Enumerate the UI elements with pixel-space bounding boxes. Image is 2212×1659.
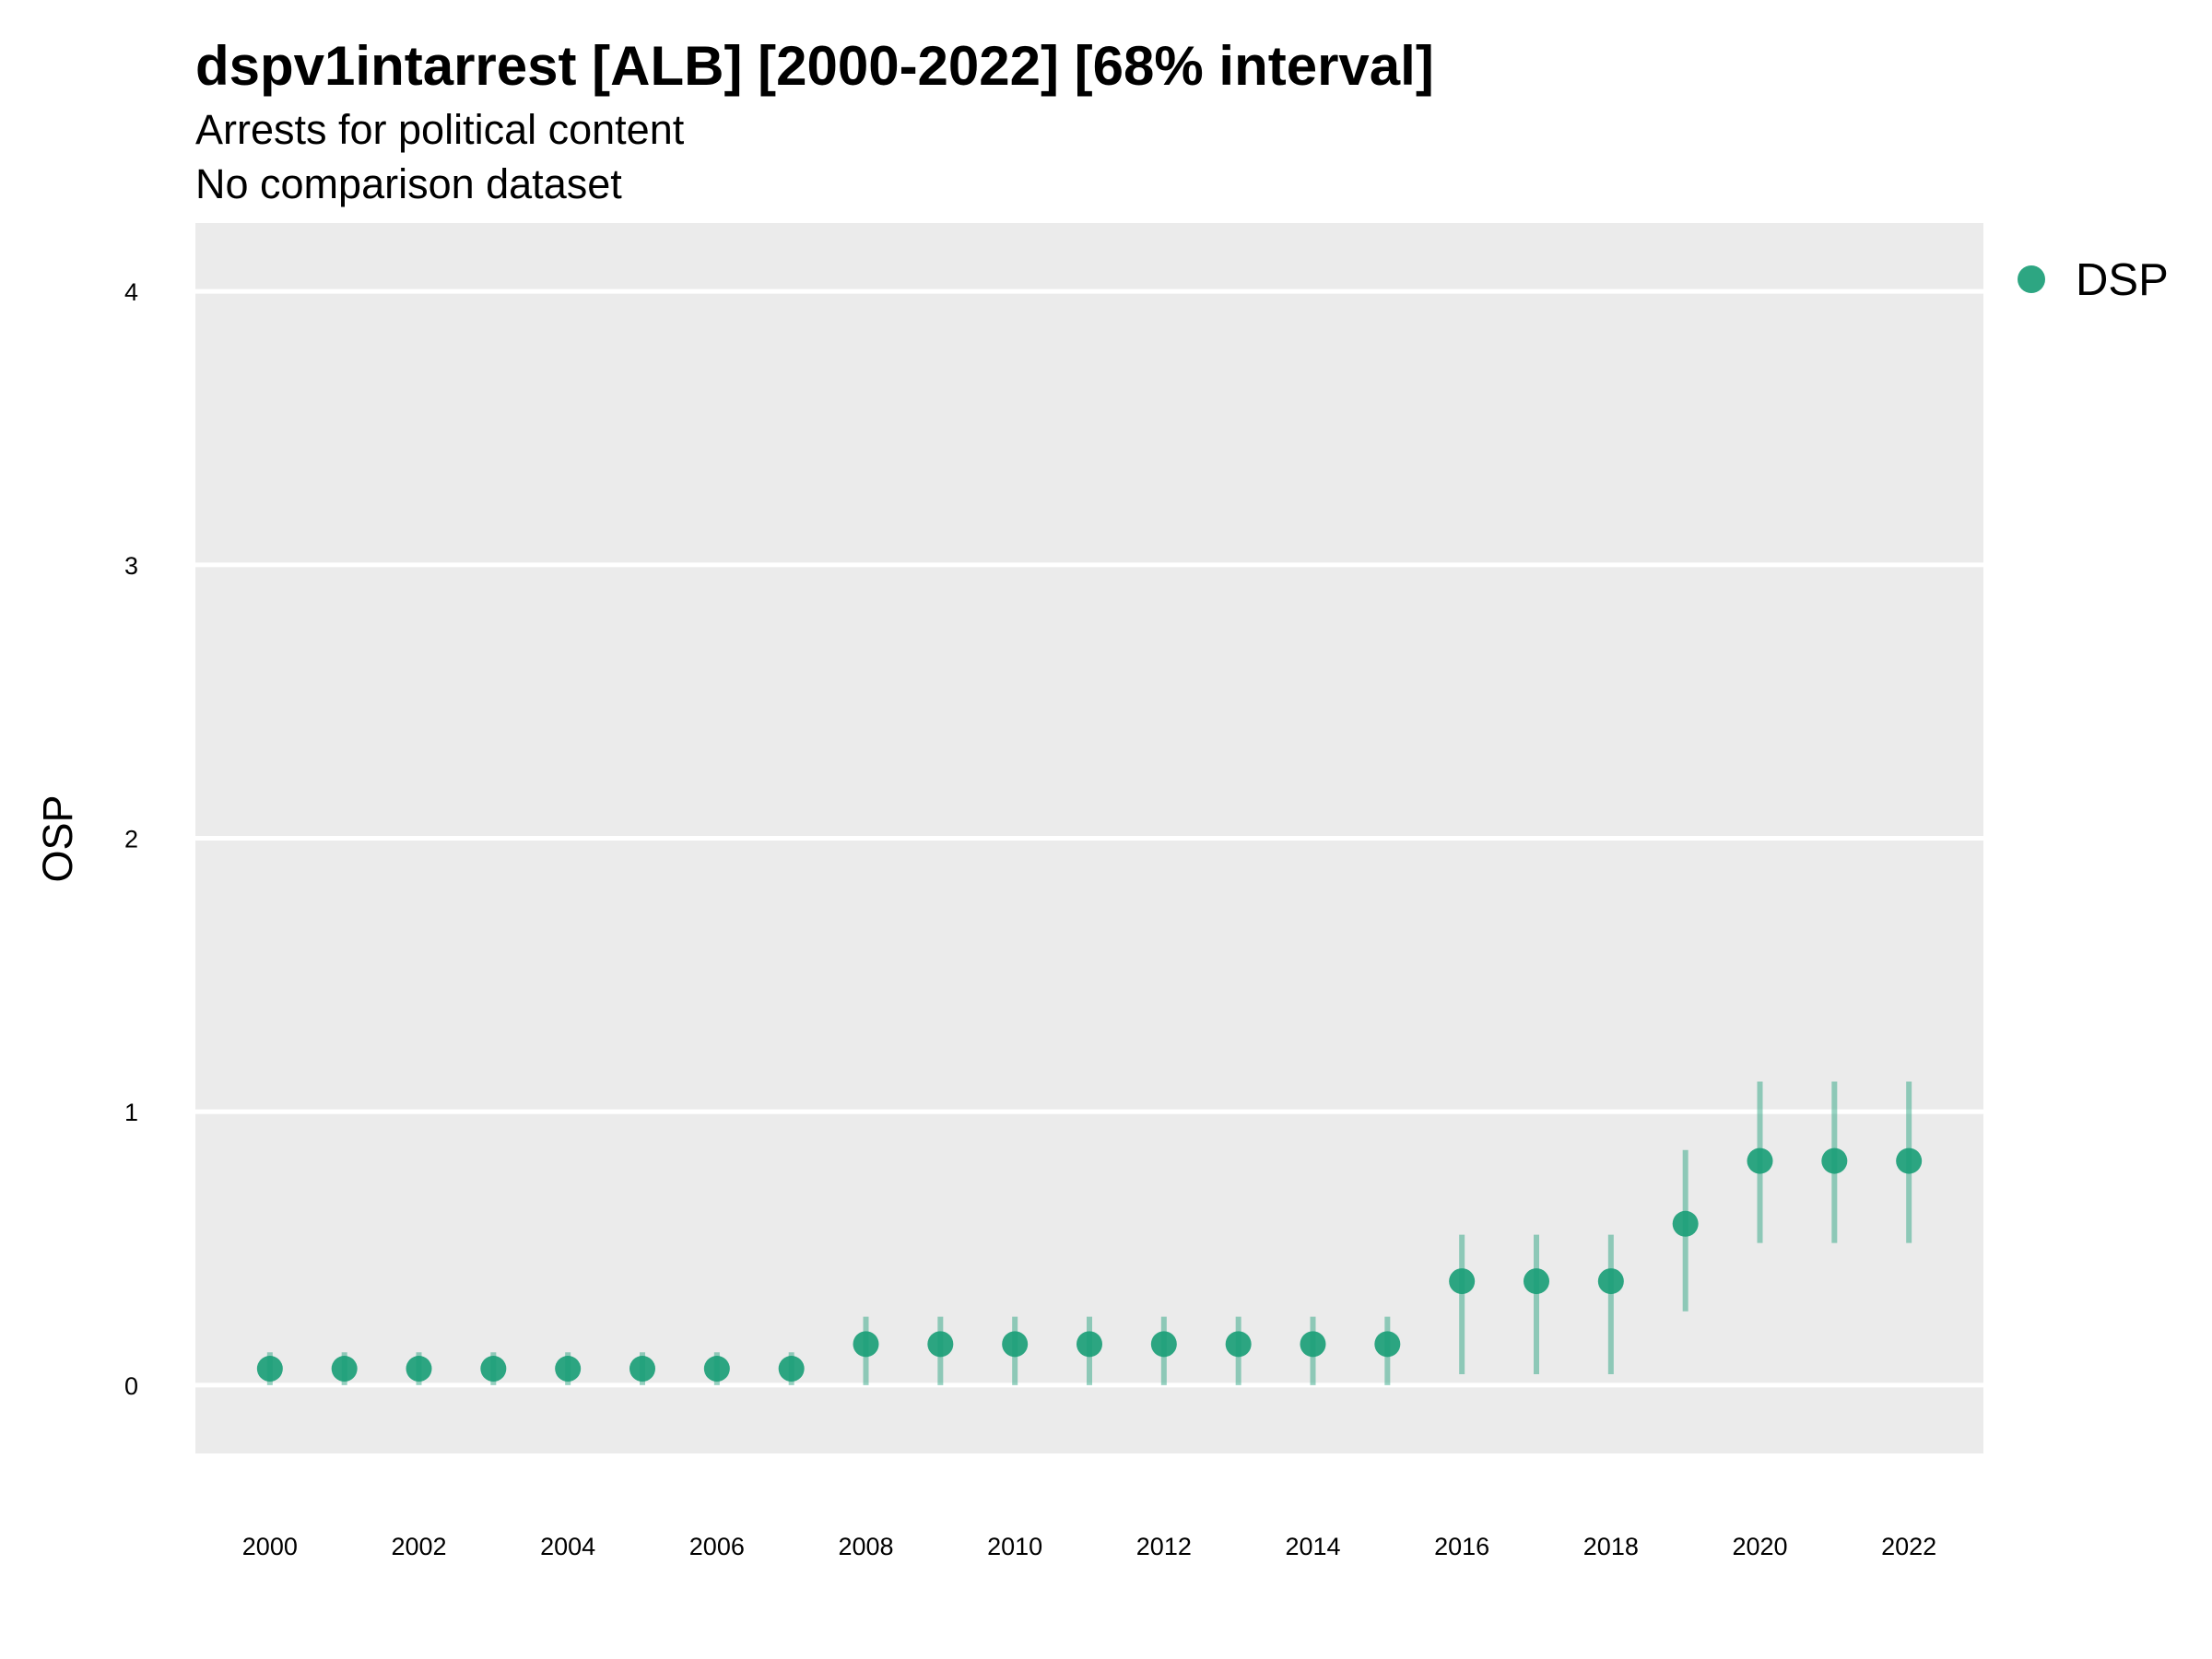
data-point-dsp-2012 [1150,1331,1177,1358]
x-tick-label: 2018 [1583,1533,1639,1560]
data-point-dsp-2022 [1896,1147,1923,1174]
legend: DSP [2018,255,2169,305]
data-point-dsp-2017 [1524,1268,1549,1295]
x-tick-label: 2004 [540,1533,595,1560]
data-point-dsp-2015 [1374,1331,1401,1358]
data-point-dsp-2016 [1449,1268,1476,1295]
data-point-dsp-2002 [406,1356,432,1382]
y-tick-label: 1 [124,1099,138,1126]
chart-caption: No comparison dataset [195,160,622,207]
legend-swatch-dsp [2018,265,2045,293]
y-tick-label: 0 [124,1372,138,1400]
data-point-dsp-2013 [1225,1331,1252,1358]
data-point-dsp-2018 [1597,1268,1624,1295]
x-tick-label: 2000 [242,1533,298,1560]
x-tick-label: 2016 [1434,1533,1489,1560]
x-tick-label: 2010 [987,1533,1042,1560]
data-point-dsp-2003 [480,1356,507,1382]
y-tick-label: 4 [124,278,138,306]
x-tick-label: 2002 [391,1533,446,1560]
data-point-dsp-2006 [703,1356,730,1382]
chart-title: dspv1intarrest [ALB] [2000-2022] [68% in… [195,35,1434,97]
x-tick-label: 2006 [689,1533,745,1560]
x-tick-labels: 2000 2002 2004 2006 2008 2010 2012 2014 2016 2018… [242,1533,1936,1560]
y-axis-title: OSP [34,794,81,882]
x-tick-label: 2020 [1732,1533,1787,1560]
x-tick-label: 2012 [1136,1533,1192,1560]
data-point-dsp-2001 [331,1356,358,1382]
x-tick-label: 2014 [1285,1533,1340,1560]
data-points [256,1147,1923,1382]
data-point-dsp-2007 [778,1356,805,1382]
y-tick-label: 3 [124,552,138,580]
chart-subtitle: Arrests for political content [195,106,685,153]
data-point-dsp-2009 [927,1331,954,1358]
data-point-dsp-2010 [1002,1331,1029,1358]
data-point-dsp-2021 [1821,1147,1848,1174]
y-tick-labels: 0 1 2 3 4 [124,278,138,1400]
x-tick-label: 2022 [1881,1533,1936,1560]
data-point-dsp-2008 [853,1331,879,1358]
y-tick-label: 2 [124,826,138,853]
data-point-dsp-2000 [256,1356,283,1382]
data-point-dsp-2011 [1077,1331,1102,1358]
data-point-dsp-2005 [629,1356,655,1382]
gridlines [195,288,1983,1388]
legend-label-dsp: DSP [2076,255,2169,305]
data-point-dsp-2004 [555,1356,582,1382]
data-point-dsp-2020 [1747,1147,1773,1174]
data-point-dsp-2014 [1300,1331,1326,1358]
data-point-dsp-2019 [1672,1210,1699,1237]
x-tick-label: 2008 [838,1533,893,1560]
